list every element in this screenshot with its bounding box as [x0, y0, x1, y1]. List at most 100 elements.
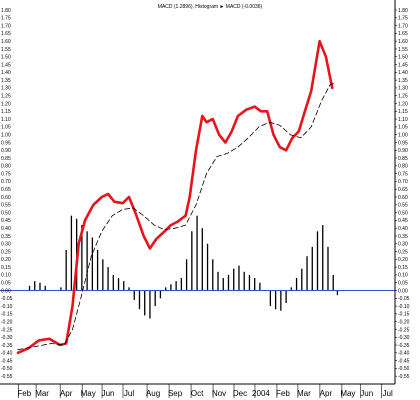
y-tick-label-right: -0.25: [398, 327, 410, 333]
y-tick-label-left: -0.35: [1, 343, 13, 349]
y-tick-label-right: 1.05: [398, 125, 408, 131]
y-tick-label-right: 0.65: [398, 187, 408, 193]
y-tick-label-right: 1.30: [398, 86, 408, 92]
y-tick-label-right: 1.55: [398, 47, 408, 53]
y-tick-label-left: 1.30: [1, 86, 11, 92]
y-tick-label-left: 0.80: [1, 164, 11, 170]
x-axis-ticks: Feb Mar Apr May Jun Jul Aug Sep Oct Nov Dec 2004 Feb…: [17, 384, 393, 398]
y-tick-label-right: -0.30: [398, 335, 410, 341]
histogram-layer: [28, 215, 339, 319]
y-tick-label-right: 1.20: [398, 101, 408, 107]
chart-title: MACD (1.2896), Histogram ► MACD (-0.0036…: [158, 4, 263, 10]
y-tick-label-right: 1.80: [398, 8, 408, 14]
y-tick-label-right: 1.25: [398, 94, 408, 100]
y-tick-label-left: 1.20: [1, 101, 11, 107]
y-tick-label-left: 1.80: [1, 8, 11, 14]
y-tick-label-right: 0.50: [398, 210, 408, 216]
y-tick-label-right: 0.70: [398, 179, 408, 185]
y-tick-label-right: 1.45: [398, 62, 408, 68]
y-tick-label-left: 0.85: [1, 156, 11, 162]
y-tick-label-left: 1.75: [1, 16, 11, 22]
y-axis-ticks: 1.80 1.801.75 1.751.70 1.701.65 1.651.60 1.60…: [1, 8, 410, 380]
y-tick-label-left: -0.25: [1, 327, 13, 333]
y-tick-label-left: -0.45: [1, 358, 13, 364]
y-tick-label-left: 0.15: [1, 265, 11, 271]
y-tick-label-left: 1.15: [1, 109, 11, 115]
x-tick-label: Jun: [360, 389, 373, 398]
x-tick-label: Apr: [60, 389, 73, 398]
y-tick-label-left: 0.40: [1, 226, 11, 232]
y-tick-label-right: 0.55: [398, 203, 408, 209]
y-tick-label-left: 0.45: [1, 218, 11, 224]
y-tick-label-right: 0.95: [398, 140, 408, 146]
y-tick-label-left: 0.10: [1, 273, 11, 279]
y-tick-label-right: 0.25: [398, 249, 408, 255]
y-tick-label-right: -0.05: [398, 296, 410, 302]
x-tick-label: Jul: [383, 389, 393, 398]
y-tick-label-right: -0.40: [398, 351, 410, 357]
y-tick-label-right: 0.75: [398, 171, 408, 177]
y-tick-label-right: 1.65: [398, 31, 408, 37]
y-tick-label-left: -0.50: [1, 366, 13, 372]
y-tick-label-right: 0.35: [398, 234, 408, 240]
y-tick-label-right: 1.35: [398, 78, 408, 84]
y-tick-label-left: -0.15: [1, 312, 13, 318]
x-tick-label: Oct: [191, 389, 204, 398]
x-tick-label: Mar: [35, 389, 49, 398]
y-tick-label-right: 1.10: [398, 117, 408, 123]
y-tick-label-right: 0.05: [398, 281, 408, 287]
y-tick-label-right: 0.10: [398, 273, 408, 279]
y-tick-label-left: -0.55: [1, 374, 13, 380]
y-tick-label-left: 1.55: [1, 47, 11, 53]
x-tick-label: Feb: [17, 389, 31, 398]
y-tick-label-left: 1.25: [1, 94, 11, 100]
y-tick-label-right: 0.20: [398, 257, 408, 263]
y-tick-label-left: 0.25: [1, 249, 11, 255]
y-tick-label-right: 1.40: [398, 70, 408, 76]
y-tick-label-left: 1.70: [1, 23, 11, 29]
x-tick-label: Jul: [124, 389, 134, 398]
x-tick-label: Jun: [102, 389, 115, 398]
y-tick-label-right: 0.85: [398, 156, 408, 162]
y-tick-label-left: 0.55: [1, 203, 11, 209]
y-tick-label-right: -0.35: [398, 343, 410, 349]
y-tick-label-left: 0.70: [1, 179, 11, 185]
y-tick-label-left: 1.00: [1, 132, 11, 138]
x-tick-label: 2004: [252, 389, 270, 398]
y-tick-label-left: 0.00: [1, 288, 11, 294]
y-tick-label-right: 0.00: [398, 288, 408, 294]
y-tick-label-left: 0.65: [1, 187, 11, 193]
y-tick-label-right: 0.40: [398, 226, 408, 232]
y-tick-label-left: 0.60: [1, 195, 11, 201]
y-tick-label-left: 0.35: [1, 234, 11, 240]
y-tick-label-right: 0.60: [398, 195, 408, 201]
y-tick-label-left: 0.05: [1, 281, 11, 287]
y-tick-label-right: 1.75: [398, 16, 408, 22]
y-tick-label-right: 1.70: [398, 23, 408, 29]
y-tick-label-left: 1.35: [1, 78, 11, 84]
y-tick-label-right: 1.15: [398, 109, 408, 115]
x-tick-label: Nov: [212, 389, 226, 398]
y-tick-label-right: -0.55: [398, 374, 410, 380]
y-tick-label-left: -0.30: [1, 335, 13, 341]
y-tick-label-right: -0.20: [398, 319, 410, 325]
macd-line: [16, 39, 334, 355]
x-tick-label: Mar: [297, 389, 311, 398]
y-tick-label-left: 1.05: [1, 125, 11, 131]
y-tick-label-right: -0.45: [398, 358, 410, 364]
y-tick-label-left: -0.20: [1, 319, 13, 325]
y-tick-label-left: 0.95: [1, 140, 11, 146]
y-tick-label-left: 1.60: [1, 39, 11, 45]
series-layer: [16, 39, 335, 355]
y-tick-label-right: 1.50: [398, 55, 408, 61]
y-tick-label-right: 0.30: [398, 242, 408, 248]
y-tick-label-right: 1.60: [398, 39, 408, 45]
y-tick-label-left: 1.45: [1, 62, 11, 68]
x-tick-label: May: [81, 389, 96, 398]
x-tick-label: Sep: [168, 389, 183, 398]
y-tick-label-right: 0.45: [398, 218, 408, 224]
y-tick-label-left: 0.50: [1, 210, 11, 216]
x-tick-label: Aug: [146, 389, 160, 398]
